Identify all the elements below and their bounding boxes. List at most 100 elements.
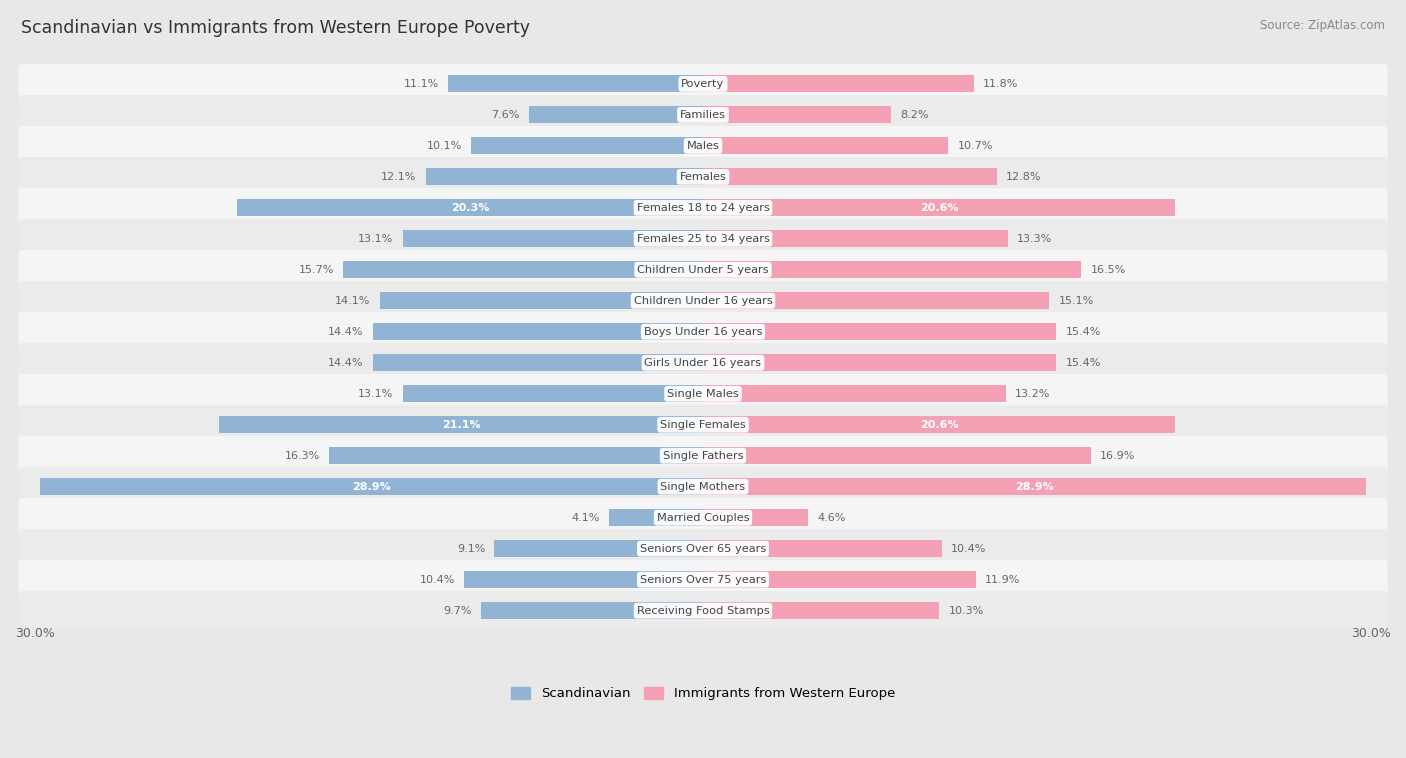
Bar xyxy=(703,323,1056,340)
Text: 10.4%: 10.4% xyxy=(420,575,456,584)
FancyBboxPatch shape xyxy=(18,281,1388,321)
FancyBboxPatch shape xyxy=(18,188,1388,227)
FancyBboxPatch shape xyxy=(18,498,1388,537)
FancyBboxPatch shape xyxy=(18,405,1388,445)
FancyBboxPatch shape xyxy=(18,157,1388,196)
Text: Females 25 to 34 years: Females 25 to 34 years xyxy=(637,233,769,244)
FancyBboxPatch shape xyxy=(18,560,1388,600)
Text: 16.3%: 16.3% xyxy=(285,451,321,461)
Text: 13.1%: 13.1% xyxy=(359,233,394,244)
Bar xyxy=(703,354,1056,371)
Text: Families: Families xyxy=(681,110,725,120)
Text: 12.1%: 12.1% xyxy=(381,172,416,182)
Text: 9.1%: 9.1% xyxy=(457,543,485,553)
Bar xyxy=(373,354,703,371)
Text: Seniors Over 75 years: Seniors Over 75 years xyxy=(640,575,766,584)
Bar xyxy=(471,137,703,155)
Text: Married Couples: Married Couples xyxy=(657,512,749,523)
Bar xyxy=(703,385,1005,402)
Bar xyxy=(703,230,1008,247)
Bar xyxy=(481,602,703,619)
Text: 21.1%: 21.1% xyxy=(441,420,481,430)
Text: Single Mothers: Single Mothers xyxy=(661,482,745,492)
Bar xyxy=(402,230,703,247)
Bar xyxy=(703,540,942,557)
Text: Scandinavian vs Immigrants from Western Europe Poverty: Scandinavian vs Immigrants from Western … xyxy=(21,19,530,37)
Text: 15.1%: 15.1% xyxy=(1059,296,1094,305)
Text: 28.9%: 28.9% xyxy=(353,482,391,492)
Text: Girls Under 16 years: Girls Under 16 years xyxy=(644,358,762,368)
Bar xyxy=(373,323,703,340)
Text: 30.0%: 30.0% xyxy=(15,628,55,641)
Bar xyxy=(703,572,976,588)
Text: Seniors Over 65 years: Seniors Over 65 years xyxy=(640,543,766,553)
Bar xyxy=(41,478,703,495)
Bar xyxy=(464,572,703,588)
Text: 10.7%: 10.7% xyxy=(957,141,993,151)
Bar xyxy=(329,447,703,464)
Text: 14.4%: 14.4% xyxy=(328,327,364,337)
FancyBboxPatch shape xyxy=(18,436,1388,475)
Bar xyxy=(703,137,949,155)
Text: Boys Under 16 years: Boys Under 16 years xyxy=(644,327,762,337)
Text: Males: Males xyxy=(686,141,720,151)
Text: 11.9%: 11.9% xyxy=(986,575,1021,584)
FancyBboxPatch shape xyxy=(18,126,1388,166)
Text: 20.6%: 20.6% xyxy=(920,420,959,430)
Text: 15.4%: 15.4% xyxy=(1066,327,1101,337)
Bar xyxy=(703,602,939,619)
Bar xyxy=(703,106,891,124)
Text: 20.6%: 20.6% xyxy=(920,203,959,213)
Text: 10.4%: 10.4% xyxy=(950,543,986,553)
Bar xyxy=(449,75,703,92)
Bar xyxy=(609,509,703,526)
Bar xyxy=(703,168,997,186)
Text: Single Females: Single Females xyxy=(661,420,745,430)
Text: 12.8%: 12.8% xyxy=(1005,172,1042,182)
Bar xyxy=(219,416,703,434)
Bar xyxy=(703,75,973,92)
Bar xyxy=(703,262,1081,278)
Text: 13.3%: 13.3% xyxy=(1017,233,1053,244)
Bar xyxy=(703,293,1049,309)
Text: Receiving Food Stamps: Receiving Food Stamps xyxy=(637,606,769,615)
Text: 15.7%: 15.7% xyxy=(298,265,333,275)
FancyBboxPatch shape xyxy=(18,343,1388,383)
Text: 16.9%: 16.9% xyxy=(1099,451,1135,461)
Text: 16.5%: 16.5% xyxy=(1091,265,1126,275)
Bar xyxy=(703,478,1365,495)
Text: Single Fathers: Single Fathers xyxy=(662,451,744,461)
Text: 13.2%: 13.2% xyxy=(1015,389,1050,399)
FancyBboxPatch shape xyxy=(18,590,1388,631)
FancyBboxPatch shape xyxy=(18,374,1388,414)
Bar xyxy=(380,293,703,309)
Text: 14.4%: 14.4% xyxy=(328,358,364,368)
Text: 8.2%: 8.2% xyxy=(900,110,929,120)
Text: Children Under 5 years: Children Under 5 years xyxy=(637,265,769,275)
Bar xyxy=(495,540,703,557)
Text: 9.7%: 9.7% xyxy=(443,606,471,615)
Bar xyxy=(238,199,703,216)
Bar xyxy=(703,447,1091,464)
Text: 4.1%: 4.1% xyxy=(571,512,600,523)
FancyBboxPatch shape xyxy=(18,219,1388,258)
FancyBboxPatch shape xyxy=(18,250,1388,290)
Text: 10.3%: 10.3% xyxy=(949,606,984,615)
Text: Children Under 16 years: Children Under 16 years xyxy=(634,296,772,305)
Text: 11.8%: 11.8% xyxy=(983,79,1018,89)
Text: 13.1%: 13.1% xyxy=(359,389,394,399)
Bar xyxy=(703,416,1175,434)
Text: 30.0%: 30.0% xyxy=(1351,628,1391,641)
FancyBboxPatch shape xyxy=(18,64,1388,104)
Bar xyxy=(426,168,703,186)
Text: 11.1%: 11.1% xyxy=(404,79,439,89)
Text: Females: Females xyxy=(679,172,727,182)
Bar xyxy=(343,262,703,278)
Text: 20.3%: 20.3% xyxy=(451,203,489,213)
FancyBboxPatch shape xyxy=(18,529,1388,568)
Text: Source: ZipAtlas.com: Source: ZipAtlas.com xyxy=(1260,19,1385,32)
FancyBboxPatch shape xyxy=(18,95,1388,135)
Text: Single Males: Single Males xyxy=(666,389,740,399)
Legend: Scandinavian, Immigrants from Western Europe: Scandinavian, Immigrants from Western Eu… xyxy=(505,681,901,706)
Text: 28.9%: 28.9% xyxy=(1015,482,1053,492)
